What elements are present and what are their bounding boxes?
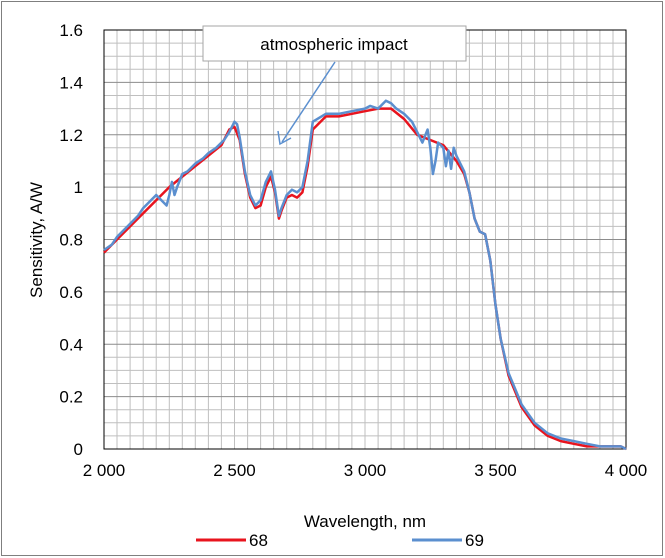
y-tick-label: 1 — [74, 178, 83, 197]
x-tick-label: 4 000 — [605, 461, 648, 480]
y-tick-label: 1.6 — [59, 21, 83, 40]
y-tick-label: 0.8 — [59, 231, 83, 250]
x-tick-label: 3 000 — [344, 461, 387, 480]
annotation-box — [202, 25, 467, 62]
legend-label-69: 69 — [465, 531, 484, 550]
y-tick-label: 0.4 — [59, 335, 83, 354]
annotation-label: atmospheric impact — [260, 35, 408, 54]
x-tick-label: 3 500 — [474, 461, 517, 480]
annotation-arrow-line — [281, 61, 336, 143]
annotation: atmospheric impact — [202, 25, 467, 146]
y-axis-title: Sensitivity, A/W — [27, 182, 46, 298]
x-axis-title: Wavelength, nm — [304, 512, 426, 531]
y-tick-label: 0 — [74, 440, 83, 459]
x-tick-label: 2 500 — [213, 461, 256, 480]
x-tick-label: 2 000 — [83, 461, 126, 480]
y-tick-label: 1.4 — [59, 73, 83, 92]
series-line-69 — [103, 99, 627, 451]
annotation-arrow-head — [277, 130, 292, 146]
grid — [104, 30, 626, 449]
y-tick-label: 0.6 — [59, 283, 83, 302]
legend-label-68: 68 — [249, 531, 268, 550]
series-layer — [103, 99, 627, 451]
legend: 68 69 — [196, 531, 484, 550]
y-tick-label: 0.2 — [59, 388, 83, 407]
y-tick-label: 1.2 — [59, 126, 83, 145]
tick-labels: 0 0.2 0.4 0.6 0.8 1 1.2 1.4 1.6 2 000 2 500 3 000 3 … — [59, 21, 647, 480]
